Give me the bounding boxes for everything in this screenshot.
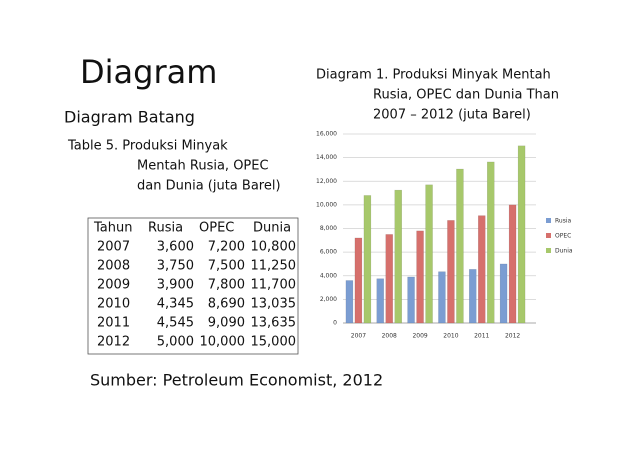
table-cell: 2009 (97, 278, 130, 293)
table-cell: 13,035 (251, 297, 297, 312)
table-cell: 3,750 (157, 259, 194, 274)
table-header: Rusia (148, 221, 183, 236)
table-cell: 11,250 (251, 259, 297, 274)
bar (447, 220, 455, 324)
x-tick-label: 2009 (412, 333, 427, 340)
bar (438, 271, 446, 324)
table-cell: 3,900 (157, 278, 194, 293)
table-cell: 2011 (97, 316, 130, 331)
bar (478, 215, 486, 324)
table-cell: 2007 (97, 240, 130, 255)
table-caption: Mentah Rusia, OPEC (137, 159, 269, 174)
table-caption: Table 5. Produksi Minyak (67, 139, 228, 154)
slide-subtitle: Diagram Batang (64, 108, 195, 127)
legend-swatch (546, 233, 551, 238)
table-cell: 7,500 (208, 259, 245, 274)
bar (508, 204, 517, 324)
chart-title: Diagram 1. Produksi Minyak Mentah (316, 68, 551, 83)
x-tick-label: 2010 (443, 333, 458, 340)
table-cell: 4,545 (157, 316, 194, 331)
table-header: OPEC (199, 221, 234, 236)
slide-title: Diagram (80, 53, 217, 91)
source: Sumber: Petroleum Economist, 2012 (90, 371, 383, 390)
bar (456, 168, 464, 324)
y-tick-label: 12,000 (316, 178, 337, 185)
table-cell: 10,000 (200, 335, 246, 350)
y-tick-label: 2,000 (320, 296, 337, 303)
table-cell: 7,800 (208, 278, 245, 293)
x-tick-label: 2012 (505, 333, 520, 340)
table-caption: dan Dunia (juta Barel) (137, 179, 281, 194)
legend-swatch (546, 218, 551, 223)
bar (517, 145, 526, 324)
x-tick-label: 2007 (351, 333, 366, 340)
table-cell: 9,090 (208, 316, 245, 331)
x-tick-label: 2011 (474, 333, 489, 340)
bar (376, 278, 384, 324)
y-tick-label: 6,000 (320, 249, 337, 256)
table-cell: 4,345 (157, 297, 194, 312)
chart-title: 2007 – 2012 (juta Barel) (373, 108, 531, 123)
bar (363, 195, 372, 324)
y-tick-label: 10,000 (316, 201, 337, 208)
y-tick-label: 8,000 (320, 225, 337, 232)
table-cell: 2010 (97, 297, 130, 312)
table-cell: 2012 (97, 335, 130, 350)
y-tick-label: 16,000 (316, 131, 337, 138)
x-tick-label: 2008 (382, 333, 397, 340)
y-tick-label: 0 (333, 320, 337, 327)
bar (394, 189, 402, 324)
bar (425, 184, 433, 324)
table-header: Tahun (93, 221, 132, 236)
table-cell: 3,600 (157, 240, 194, 255)
table-border (87, 217, 299, 355)
bar (499, 263, 508, 324)
bar (487, 161, 495, 324)
bar (469, 269, 477, 324)
table-cell: 5,000 (157, 335, 194, 350)
legend-label: OPEC (555, 233, 571, 240)
y-tick-label: 4,000 (320, 272, 337, 279)
table-cell: 7,200 (208, 240, 245, 255)
table-cell: 8,690 (208, 297, 245, 312)
table-cell: 13,635 (251, 316, 297, 331)
legend-swatch (546, 248, 551, 253)
legend-label: Dunia (555, 248, 573, 255)
table-cell: 2008 (97, 259, 130, 274)
y-tick-label: 14,000 (316, 154, 337, 161)
table-header: Dunia (253, 221, 291, 236)
bar (416, 230, 424, 324)
bar (407, 276, 415, 324)
table-cell: 15,000 (251, 335, 297, 350)
table-cell: 11,700 (251, 278, 297, 293)
legend-label: Rusia (555, 218, 571, 225)
bar (354, 237, 363, 324)
bar (385, 234, 393, 324)
chart-title: Rusia, OPEC dan Dunia Than (373, 88, 559, 103)
table-cell: 10,800 (251, 240, 297, 255)
bar (345, 280, 354, 324)
